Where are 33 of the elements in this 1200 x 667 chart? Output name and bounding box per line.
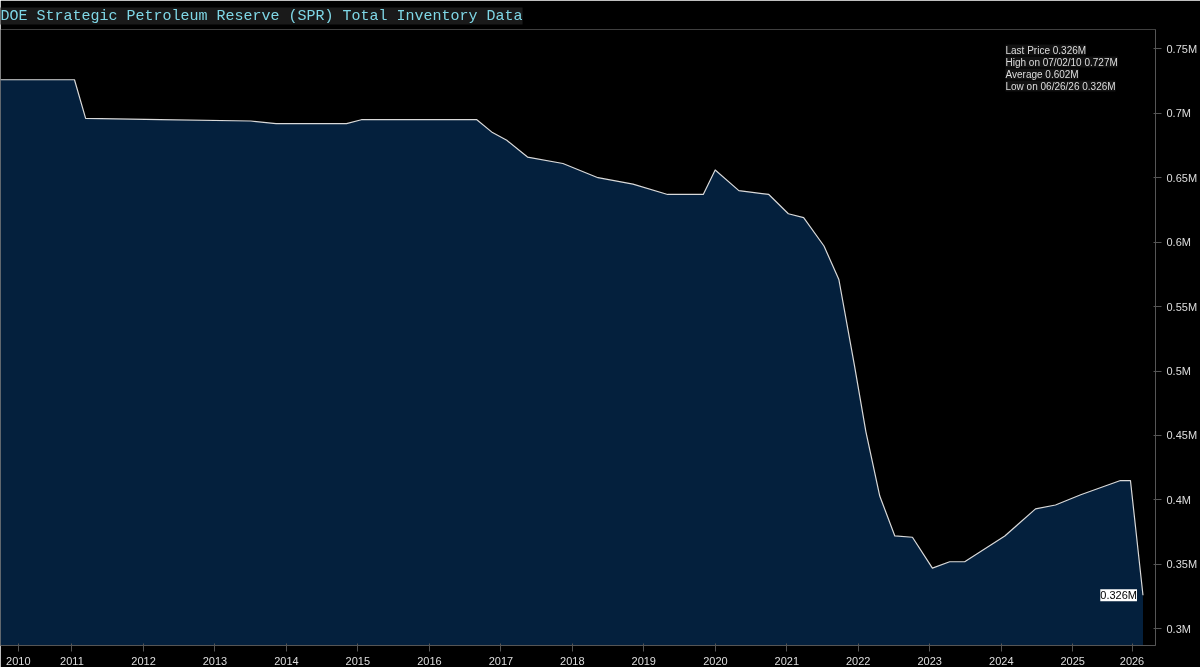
annotation: Last Price 0.326M: [1005, 44, 1087, 56]
x-tick-label: 2015: [345, 654, 371, 667]
x-tick-label: 2017: [488, 654, 514, 667]
annotation: Average 0.602M: [1005, 68, 1079, 80]
x-tick-label: 2010: [6, 654, 31, 667]
x-tick-label: 2022: [846, 654, 871, 667]
chart-title: DOE Strategic Petroleum Reserve (SPR) Total Inventory Data: [0, 7, 523, 25]
x-tick-label: 2014: [274, 654, 299, 667]
y-tick-label: 0.4M: [1166, 493, 1191, 506]
x-tick-label: 2023: [917, 654, 942, 667]
y-tick-label: 0.7M: [1166, 107, 1191, 120]
annotation: 0.326M: [1100, 589, 1137, 602]
x-tick-label: 2024: [989, 654, 1014, 667]
x-tick-label: 2020: [703, 654, 728, 667]
x-tick-label: 2016: [417, 654, 442, 667]
x-tick-label: 2013: [202, 654, 228, 667]
x-tick-label: 2021: [774, 654, 800, 667]
x-tick-label: 2011: [60, 654, 84, 667]
x-tick-label: 2025: [1060, 654, 1085, 667]
y-tick-label: 0.35M: [1166, 558, 1198, 571]
y-tick-label: 0.45M: [1166, 429, 1198, 442]
y-tick-label: 0.6M: [1166, 236, 1191, 249]
annotation: High on 07/02/10 0.727M: [1005, 56, 1118, 68]
y-tick-label: 0.55M: [1166, 300, 1198, 313]
y-tick-label: 0.75M: [1166, 42, 1198, 55]
x-tick-label: 2012: [131, 654, 156, 667]
annotation: Low on 06/26/26 0.326M: [1005, 80, 1116, 92]
x-tick-label: 2026: [1119, 654, 1145, 667]
x-tick-label: 2018: [560, 654, 585, 667]
y-tick-label: 0.5M: [1166, 365, 1191, 378]
y-tick-label: 0.65M: [1166, 171, 1198, 184]
y-tick-label: 0.3M: [1166, 622, 1191, 635]
x-tick-label: 2019: [631, 654, 656, 667]
